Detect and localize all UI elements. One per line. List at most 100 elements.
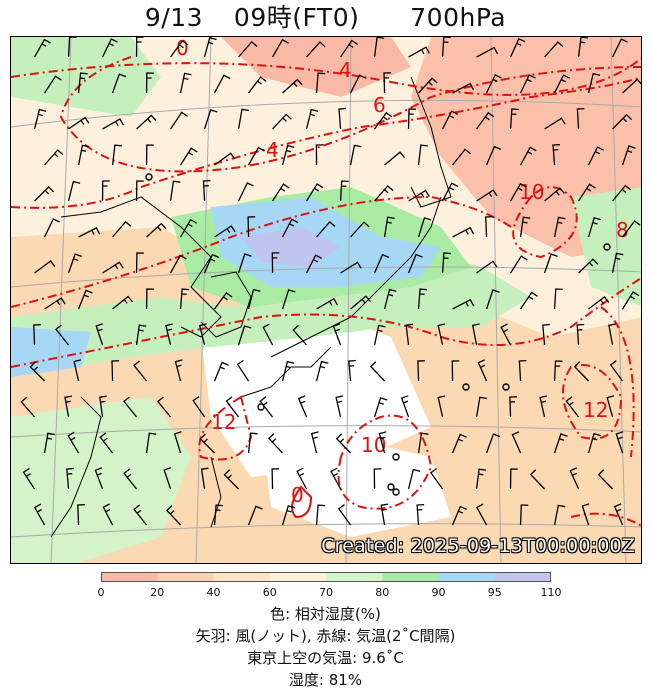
wind-barb — [509, 37, 526, 58]
wind-barb — [417, 217, 432, 238]
wind-barb — [237, 253, 252, 274]
wind-barb — [400, 395, 410, 418]
wind-barb — [200, 467, 209, 490]
temp-label: 4 — [266, 138, 279, 162]
colorbar-segment — [438, 572, 496, 582]
wind-barb — [569, 467, 580, 490]
wind-barb — [378, 431, 387, 454]
colorbar-tick-label: 40 — [206, 586, 221, 599]
wind-barb — [553, 504, 566, 526]
wind-barb — [543, 253, 558, 274]
wind-barb — [297, 395, 308, 418]
wind-barb — [405, 323, 414, 346]
wind-barb — [237, 325, 252, 346]
wind-barb — [621, 145, 636, 166]
wind-barb — [133, 504, 148, 526]
wind-barb — [477, 359, 488, 382]
colorbar-segment — [157, 572, 214, 582]
wind-barb — [380, 503, 389, 526]
wind-barb — [613, 503, 624, 526]
wind-barb — [135, 252, 144, 274]
wind-barb — [236, 359, 250, 382]
wind-barb — [67, 180, 81, 202]
wind-barb — [417, 144, 428, 166]
wind-barb — [198, 323, 207, 346]
colorbar-segment — [269, 572, 327, 582]
colorbar-tick-label: 80 — [375, 586, 390, 599]
temp-label: 6 — [373, 93, 386, 117]
wind-barb — [102, 503, 114, 526]
wind-barb — [441, 37, 451, 58]
wind-barb — [622, 220, 641, 238]
wind-barb — [335, 395, 344, 418]
wind-barb — [77, 72, 88, 94]
wind-barb — [451, 505, 468, 526]
wind-barb — [441, 110, 459, 130]
wind-barb — [203, 37, 217, 58]
wind-barb — [509, 182, 527, 202]
wind-barb — [587, 432, 601, 454]
calm-wind-marker — [462, 383, 470, 391]
wind-barb — [169, 254, 187, 274]
wind-barb — [373, 37, 385, 58]
wind-barb — [606, 395, 615, 418]
wind-barb — [248, 76, 267, 94]
wind-barb — [578, 258, 599, 274]
humidity-colorbar — [101, 572, 551, 582]
wind-barb — [214, 291, 233, 310]
wind-barb — [373, 397, 388, 418]
caption-color-legend: 色: 相対湿度(%) — [270, 605, 381, 623]
wind-barb — [383, 72, 392, 94]
calm-wind-marker — [387, 483, 395, 491]
wind-barb — [520, 291, 538, 310]
wind-barb — [485, 289, 500, 310]
wind-barb — [238, 40, 258, 58]
wind-barb — [622, 78, 641, 94]
wind-barb — [452, 298, 475, 310]
wind-barb — [553, 74, 571, 94]
wind-barb — [452, 226, 475, 238]
wind-barb — [476, 111, 495, 130]
wind-barb — [451, 433, 467, 454]
wind-barb — [416, 503, 425, 526]
wind-barb — [34, 185, 55, 202]
wind-barb — [145, 288, 154, 310]
wind-barb — [55, 324, 70, 346]
wind-barb — [247, 288, 261, 310]
wind-barb — [452, 82, 475, 94]
wind-barb — [64, 395, 73, 418]
wind-barb — [199, 433, 216, 454]
temp-label: 12 — [211, 410, 236, 434]
wind-barb — [163, 467, 172, 490]
wind-barb — [418, 77, 438, 94]
wind-barb — [539, 395, 548, 418]
wind-barb — [112, 295, 134, 310]
wind-barb — [553, 360, 563, 382]
wind-barb — [305, 108, 319, 130]
wind-barb — [451, 360, 460, 382]
wind-barb — [101, 38, 118, 58]
wind-barb — [203, 253, 220, 274]
wind-barb — [509, 468, 518, 490]
calm-wind-marker — [603, 243, 611, 251]
wind-barb — [202, 179, 211, 202]
wind-barb — [145, 144, 154, 166]
wind-barb — [247, 216, 256, 238]
wind-barb — [485, 433, 501, 454]
wind-barb — [553, 216, 566, 238]
humidity-very-dry-north — [221, 37, 411, 97]
wind-barb — [73, 359, 82, 382]
wind-barb — [174, 359, 183, 382]
wind-barb — [214, 152, 236, 166]
wind-barb — [22, 467, 36, 490]
wind-barb — [441, 182, 459, 202]
wind-barb — [349, 74, 367, 94]
wind-barb — [192, 396, 206, 418]
caption-wind-temp-legend: 矢羽: 風(ノット), 赤線: 気温(2˚C間隔) — [195, 627, 456, 645]
temp-label: 4 — [339, 58, 352, 82]
wind-barb — [340, 39, 358, 58]
wind-barb — [587, 146, 605, 166]
wind-barb — [170, 111, 188, 130]
wind-barb — [306, 183, 324, 202]
wind-barb — [581, 503, 590, 526]
